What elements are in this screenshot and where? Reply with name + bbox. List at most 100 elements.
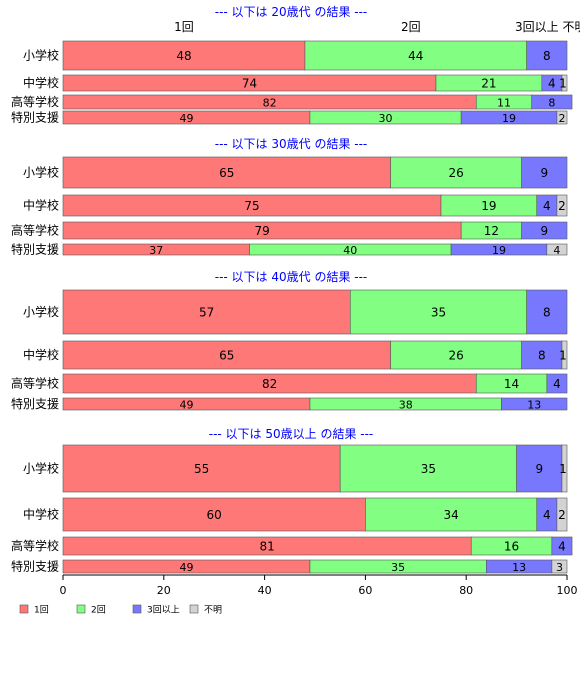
data-label: 16 <box>504 540 519 554</box>
data-label: 49 <box>179 399 193 412</box>
data-label: 74 <box>242 77 257 91</box>
data-label: 44 <box>408 49 423 63</box>
data-label: 19 <box>492 244 506 257</box>
panel-title: --- 以下は 30歳代 の結果 --- <box>215 137 368 151</box>
bar-segment-s1 <box>62 497 366 532</box>
data-label: 13 <box>527 399 541 412</box>
data-label: 9 <box>540 166 548 180</box>
x-tick-label: 100 <box>557 584 578 597</box>
data-label: 57 <box>199 306 214 320</box>
row-label: 特別支援 <box>11 242 59 257</box>
data-label: 82 <box>263 97 277 110</box>
bar-segment-s4 <box>561 340 568 370</box>
x-tick-label: 0 <box>60 584 67 597</box>
panel-title: --- 以下は 40歳代 の結果 --- <box>215 270 368 284</box>
data-label: 2 <box>558 112 565 125</box>
x-tick-label: 40 <box>258 584 272 597</box>
data-label: 60 <box>207 508 222 522</box>
bar-segment-s4 <box>556 497 568 532</box>
bar-segment-s3 <box>516 444 563 493</box>
legend-swatch-s2 <box>76 604 86 614</box>
data-label: 2 <box>558 508 566 522</box>
data-label: 65 <box>219 349 234 363</box>
row-label: 特別支援 <box>11 559 59 574</box>
data-label: 11 <box>497 97 511 110</box>
data-label: 65 <box>219 166 234 180</box>
bar-segment-s2 <box>304 40 527 71</box>
legend-swatch-s4 <box>189 604 199 614</box>
row-label: 高等学校 <box>11 94 59 109</box>
panel-title: --- 以下は 20歳代 の結果 --- <box>215 5 368 19</box>
x-tick-label: 60 <box>358 584 372 597</box>
data-label: 19 <box>502 112 516 125</box>
data-label: 8 <box>548 97 555 110</box>
data-label: 19 <box>481 199 496 213</box>
bar-segment-s3 <box>526 289 568 335</box>
bar-segment-s3 <box>551 536 573 556</box>
data-label: 4 <box>543 508 551 522</box>
data-label: 35 <box>391 561 405 574</box>
data-label: 9 <box>535 462 543 476</box>
top-category-label-3: 3回以上 <box>515 20 559 34</box>
data-label: 8 <box>543 49 551 63</box>
panel-title: --- 以下は 50歳以上 の結果 --- <box>209 427 374 441</box>
data-label: 4 <box>548 77 556 91</box>
bar-segment-s3 <box>546 373 568 394</box>
data-label: 3 <box>556 561 563 574</box>
row-label: 中学校 <box>23 507 59 522</box>
data-label: 30 <box>379 112 393 125</box>
row-label: 小学校 <box>23 304 59 319</box>
bar-segment-s4 <box>561 444 568 493</box>
row-label: 中学校 <box>23 75 59 90</box>
data-label: 79 <box>254 224 269 238</box>
legend-label: 不明 <box>204 605 222 616</box>
bar-segment-s4 <box>556 110 568 125</box>
bar-segment-s3 <box>531 94 573 110</box>
data-label: 75 <box>244 199 259 213</box>
legend-label: 1回 <box>34 605 49 616</box>
bar-segment-s1 <box>62 340 391 370</box>
data-label: 4 <box>558 540 566 554</box>
data-label: 34 <box>443 508 458 522</box>
data-label: 8 <box>543 306 551 320</box>
row-label: 特別支援 <box>11 396 59 411</box>
top-category-label-1: 1回 <box>174 20 194 34</box>
bar-segment-s3 <box>526 40 568 71</box>
data-label: 48 <box>176 49 191 63</box>
legend-swatch-s3 <box>132 604 142 614</box>
bar-segment-s2 <box>339 444 517 493</box>
data-label: 13 <box>512 561 526 574</box>
data-label: 35 <box>431 306 446 320</box>
row-label: 中学校 <box>23 198 59 213</box>
data-label: 14 <box>504 377 519 391</box>
bar-segment-s4 <box>546 243 568 256</box>
bar-segment-s1 <box>62 289 351 335</box>
row-label: 小学校 <box>23 165 59 180</box>
bar-segment-s4 <box>556 194 568 217</box>
data-label: 4 <box>553 377 561 391</box>
data-label: 40 <box>343 244 357 257</box>
data-label: 55 <box>194 462 209 476</box>
row-label: 小学校 <box>23 461 59 476</box>
top-category-label-2: 2回 <box>401 20 421 34</box>
data-label: 2 <box>558 199 566 213</box>
x-tick-label: 80 <box>459 584 473 597</box>
data-label: 38 <box>399 399 413 412</box>
data-label: 35 <box>421 462 436 476</box>
bar-segment-s2 <box>390 156 522 189</box>
data-label: 1 <box>559 462 567 476</box>
bar-segment-s1 <box>62 444 341 493</box>
bar-segment-s4 <box>551 559 568 574</box>
data-label: 81 <box>259 540 274 554</box>
data-label: 1 <box>559 349 567 363</box>
data-label: 37 <box>149 244 163 257</box>
bar-segment-s3 <box>521 340 563 370</box>
data-label: 9 <box>540 224 548 238</box>
data-label: 26 <box>448 349 463 363</box>
data-label: 1 <box>559 77 567 91</box>
row-label: 小学校 <box>23 48 59 63</box>
bar-segment-s3 <box>521 221 568 240</box>
legend-label: 2回 <box>91 605 106 616</box>
data-label: 4 <box>553 244 560 257</box>
